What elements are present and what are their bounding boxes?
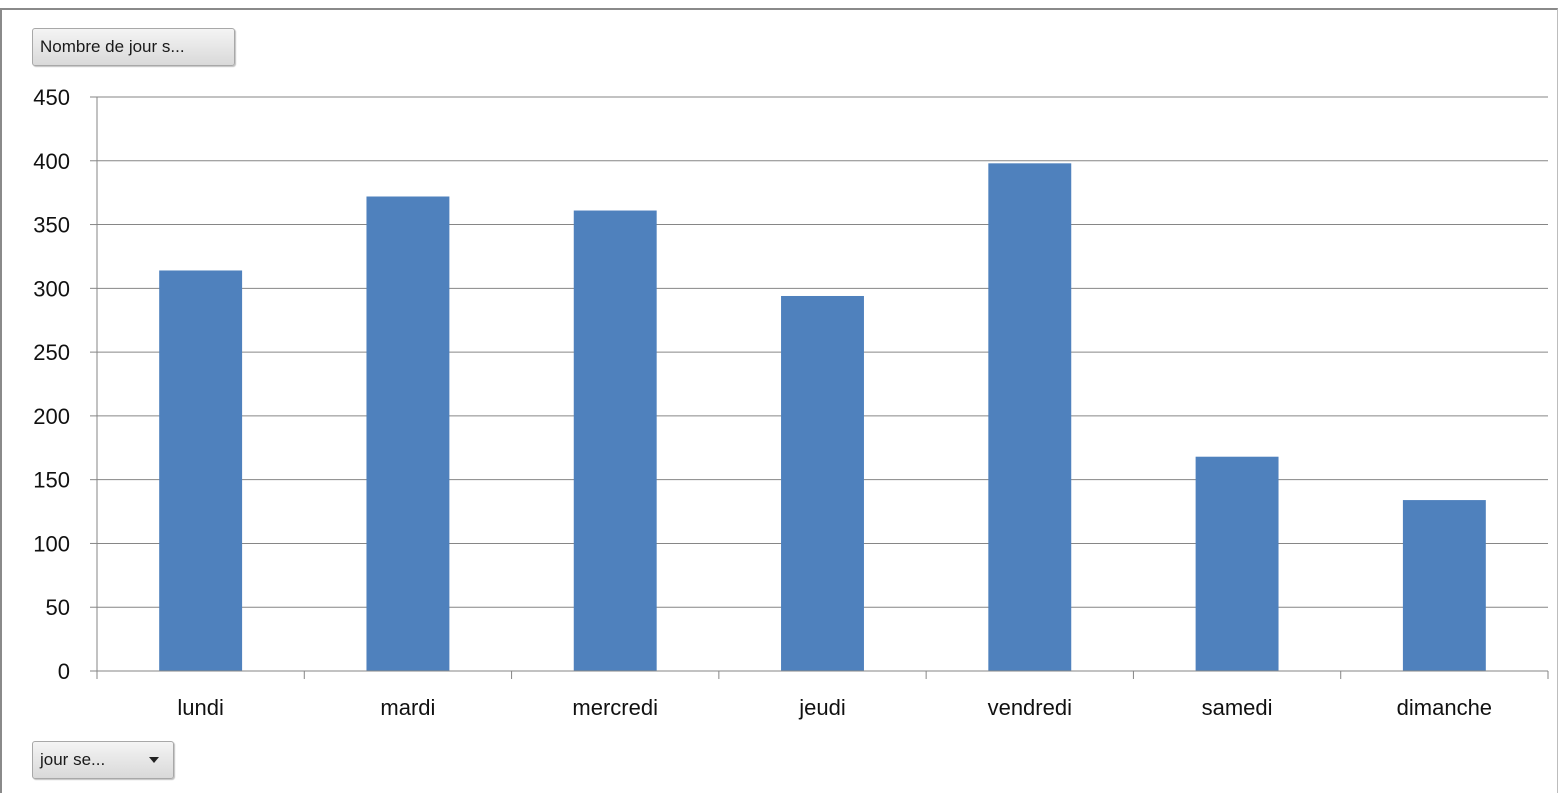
axis-field-label: jour se...: [40, 750, 106, 769]
bars: [159, 163, 1486, 671]
x-tick-label: dimanche: [1397, 695, 1492, 720]
x-tick-label: mardi: [380, 695, 435, 720]
chevron-down-icon[interactable]: [149, 757, 159, 763]
bar-mercredi: [573, 210, 657, 671]
y-tick-label: 100: [33, 531, 70, 556]
value-field-button[interactable]: Nombre de jour s...: [32, 28, 235, 66]
y-tick-label: 250: [33, 340, 70, 365]
y-tick-labels: 0 50 100 150 200 250 300 350 400 450: [33, 85, 70, 684]
x-tick-label: jeudi: [798, 695, 845, 720]
x-tick-label: samedi: [1202, 695, 1273, 720]
x-tick-label: mercredi: [572, 695, 658, 720]
axes: [90, 96, 1549, 679]
y-tick-label: 400: [33, 149, 70, 174]
bar-mardi: [366, 196, 450, 671]
bar-vendredi: [988, 163, 1072, 671]
bar-jeudi: [781, 295, 864, 671]
axis-field-filter-button[interactable]: jour se...: [32, 741, 174, 779]
x-tick-label: lundi: [177, 695, 223, 720]
bar-lundi: [159, 270, 243, 671]
y-tick-label: 150: [33, 468, 70, 493]
y-tick-label: 50: [46, 595, 70, 620]
x-tick-label: vendredi: [988, 695, 1072, 720]
y-tick-label: 450: [33, 85, 70, 110]
y-tick-label: 300: [33, 276, 70, 301]
bar-dimanche: [1402, 500, 1486, 671]
x-tick-labels: lundi mardi mercredi jeudi vendredi samedi dim…: [177, 695, 1492, 720]
y-tick-label: 0: [58, 659, 70, 684]
chart-frame: [0, 8, 1558, 793]
y-tick-label: 200: [33, 404, 70, 429]
bar-samedi: [1195, 456, 1279, 671]
y-tick-label: 350: [33, 213, 70, 238]
